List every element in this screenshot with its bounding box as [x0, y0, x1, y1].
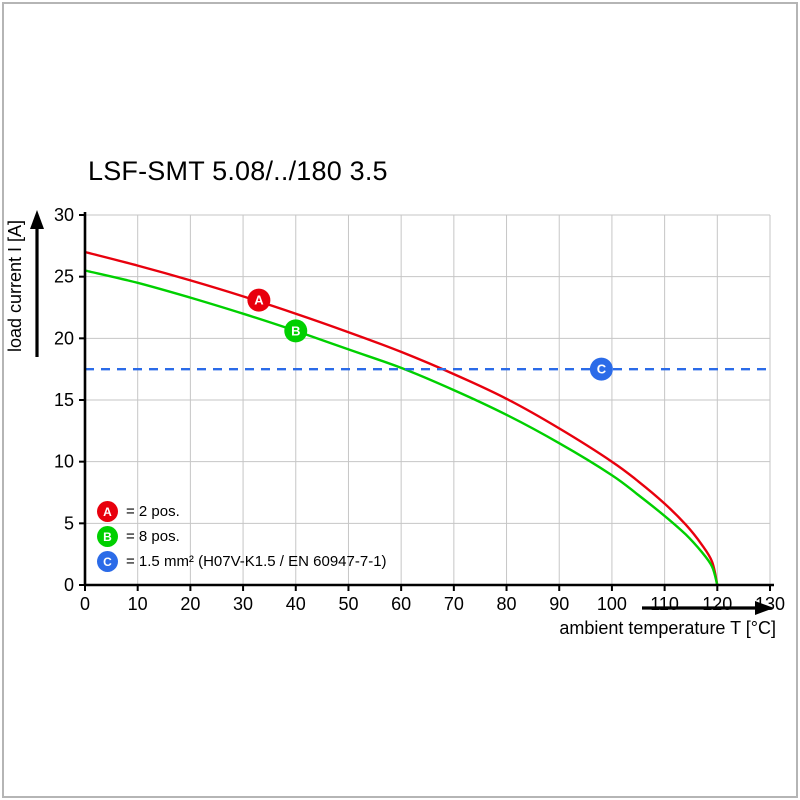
marker-a-badge	[247, 288, 271, 312]
series-b-curve	[84, 269, 719, 586]
legend-item-a: A = 2 pos.	[97, 501, 387, 522]
svg-text:110: 110	[650, 594, 679, 614]
legend-item-b: B = 8 pos.	[97, 526, 387, 547]
legend-label-a: = 2 pos.	[126, 503, 180, 520]
legend-badge-a: A	[97, 501, 118, 522]
legend-badge-b: B	[97, 526, 118, 547]
marker-c-badge	[589, 357, 613, 381]
svg-text:30: 30	[233, 594, 253, 614]
svg-text:90: 90	[549, 594, 569, 614]
svg-text:C: C	[597, 362, 607, 377]
chart-title: LSF-SMT 5.08/../180 3.5	[88, 156, 388, 186]
svg-text:80: 80	[497, 594, 517, 614]
svg-text:5: 5	[64, 513, 74, 533]
svg-text:A: A	[254, 293, 264, 308]
svg-text:B: B	[291, 323, 300, 338]
svg-text:0: 0	[80, 594, 90, 614]
svg-text:0: 0	[64, 575, 74, 595]
svg-text:30: 30	[54, 205, 74, 225]
svg-text:120: 120	[702, 594, 732, 614]
series-a-curve	[84, 250, 719, 586]
svg-text:40: 40	[286, 594, 306, 614]
legend-item-c: C = 1.5 mm² (H07V-K1.5 / EN 60947-7-1)	[97, 551, 387, 572]
svg-text:15: 15	[54, 390, 74, 410]
svg-text:100: 100	[597, 594, 627, 614]
marker-b-badge	[284, 319, 308, 343]
svg-text:25: 25	[54, 267, 74, 287]
svg-text:70: 70	[444, 594, 464, 614]
x-axis-label: ambient temperature T [°C]	[559, 618, 776, 638]
chart-legend: A = 2 pos. B = 8 pos. C = 1.5 mm² (H07V-…	[97, 501, 387, 576]
svg-text:20: 20	[54, 328, 74, 348]
svg-text:60: 60	[391, 594, 411, 614]
legend-label-c: = 1.5 mm² (H07V-K1.5 / EN 60947-7-1)	[126, 553, 387, 570]
svg-text:10: 10	[128, 594, 148, 614]
svg-text:10: 10	[54, 452, 74, 472]
svg-text:50: 50	[338, 594, 358, 614]
legend-label-b: = 8 pos.	[126, 528, 180, 545]
legend-badge-c: C	[97, 551, 118, 572]
svg-text:20: 20	[180, 594, 200, 614]
